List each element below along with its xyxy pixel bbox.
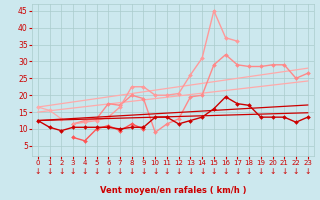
Text: ↓: ↓ <box>293 167 299 176</box>
Text: ↓: ↓ <box>129 167 135 176</box>
Text: ↓: ↓ <box>140 167 147 176</box>
Text: ↓: ↓ <box>58 167 65 176</box>
Text: ↓: ↓ <box>269 167 276 176</box>
Text: ↓: ↓ <box>82 167 88 176</box>
X-axis label: Vent moyen/en rafales ( km/h ): Vent moyen/en rafales ( km/h ) <box>100 186 246 195</box>
Text: ↓: ↓ <box>281 167 287 176</box>
Text: ↓: ↓ <box>211 167 217 176</box>
Text: ↓: ↓ <box>46 167 53 176</box>
Text: ↓: ↓ <box>187 167 194 176</box>
Text: ↓: ↓ <box>305 167 311 176</box>
Text: ↓: ↓ <box>258 167 264 176</box>
Text: ↓: ↓ <box>117 167 123 176</box>
Text: ↓: ↓ <box>175 167 182 176</box>
Text: ↓: ↓ <box>246 167 252 176</box>
Text: ↓: ↓ <box>105 167 111 176</box>
Text: ↓: ↓ <box>164 167 170 176</box>
Text: ↓: ↓ <box>222 167 229 176</box>
Text: ↓: ↓ <box>35 167 41 176</box>
Text: ↓: ↓ <box>234 167 241 176</box>
Text: ↓: ↓ <box>70 167 76 176</box>
Text: ↓: ↓ <box>152 167 158 176</box>
Text: ↓: ↓ <box>199 167 205 176</box>
Text: ↓: ↓ <box>93 167 100 176</box>
